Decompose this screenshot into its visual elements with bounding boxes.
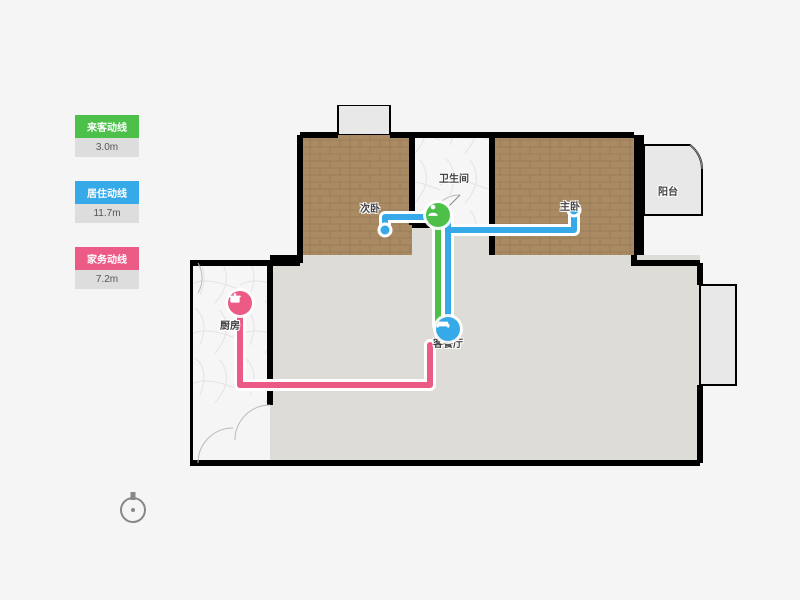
legend-value-living: 11.7m xyxy=(75,204,139,223)
legend-item-living: 居住动线 11.7m xyxy=(75,181,139,223)
marker-living-icon xyxy=(436,317,460,341)
sofa-icon xyxy=(436,317,450,331)
label-secondary-bedroom: 次卧 xyxy=(360,200,380,215)
legend-item-guest: 来客动线 3.0m xyxy=(75,115,139,157)
pot-icon xyxy=(228,291,242,305)
marker-guest-icon xyxy=(426,203,450,227)
room-balcony xyxy=(644,145,702,215)
legend-item-housework: 家务动线 7.2m xyxy=(75,247,139,289)
label-balcony: 阳台 xyxy=(658,183,678,198)
floor-plan: 次卧 卫生间 主卧 阳台 厨房 客餐厅 xyxy=(190,105,742,475)
legend: 来客动线 3.0m 居住动线 11.7m 家务动线 7.2m xyxy=(75,115,139,313)
legend-title-housework: 家务动线 xyxy=(75,247,139,270)
marker-housework-icon xyxy=(228,291,252,315)
label-bathroom: 卫生间 xyxy=(439,170,469,185)
room-living-dining xyxy=(270,263,700,463)
legend-title-guest: 来客动线 xyxy=(75,115,139,138)
floor-plan-svg xyxy=(190,105,742,475)
person-icon xyxy=(426,203,440,217)
label-kitchen: 厨房 xyxy=(220,317,240,332)
legend-value-guest: 3.0m xyxy=(75,138,139,157)
canvas: 来客动线 3.0m 居住动线 11.7m 家务动线 7.2m xyxy=(0,0,800,600)
legend-title-living: 居住动线 xyxy=(75,181,139,204)
exterior-notch-right xyxy=(700,285,736,385)
exterior-ledge xyxy=(338,105,390,135)
room-secondary-bedroom xyxy=(300,135,412,255)
room-master-bedroom xyxy=(492,135,634,255)
label-master-bedroom: 主卧 xyxy=(560,198,580,213)
compass-icon xyxy=(115,490,151,526)
path-endpoint xyxy=(379,224,391,236)
legend-value-housework: 7.2m xyxy=(75,270,139,289)
wall-master-right xyxy=(634,135,644,255)
